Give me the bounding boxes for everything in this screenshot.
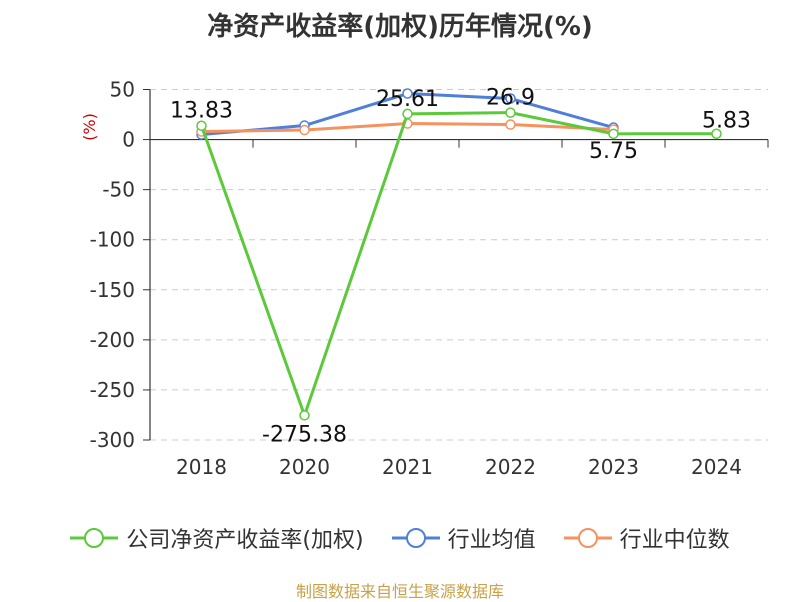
legend-swatch-icon: [70, 528, 119, 548]
y-tick-label: 50: [110, 78, 135, 102]
data-label: -275.38: [262, 422, 347, 447]
x-tick-label: 2024: [691, 455, 742, 479]
legend-item-industry_avg[interactable]: 行业均值: [391, 522, 536, 554]
x-tick-label: 2023: [588, 455, 639, 479]
legend-label: 公司净资产收益率(加权): [126, 528, 364, 553]
legend-item-industry_median[interactable]: 行业中位数: [563, 522, 730, 554]
y-tick-label: -100: [90, 228, 135, 252]
grid-lines: [150, 89, 768, 441]
legend: 公司净资产收益率(加权) 行业均值 行业中位数: [0, 518, 800, 558]
x-tick-label: 2021: [382, 455, 433, 479]
y-axis-unit: (%): [80, 113, 99, 141]
data-labels: 13.83 -275.38 25.61 26.9 5.75 5.83: [170, 86, 751, 448]
data-label: 26.9: [486, 86, 535, 111]
point-company-2023: [608, 128, 619, 140]
y-tick-label: -50: [102, 178, 135, 202]
legend-swatch-icon: [391, 528, 440, 548]
chart-title: 净资产收益率(加权)历年情况(%): [207, 12, 593, 42]
series-lines: [196, 88, 722, 421]
point-industry_avg-2021: [402, 88, 413, 99]
legend-item-company[interactable]: 公司净资产收益率(加权): [70, 522, 364, 554]
legend-label: 行业均值: [447, 528, 536, 553]
y-tick-label: 0: [122, 128, 135, 152]
point-company-2021: [402, 108, 413, 120]
point-industry_avg-2022: [505, 93, 516, 104]
x-tick-label: 2022: [485, 455, 536, 479]
data-label: 5.75: [589, 139, 638, 164]
point-company-2018: [196, 120, 207, 131]
axes: 50 0 -50 -100 -150 -200 -250 -300 2018 2020 2021 20…: [80, 78, 769, 479]
y-tick-label: -300: [90, 428, 135, 452]
source-note: 制图数据来自恒生聚源数据库: [295, 582, 504, 601]
point-company-2020: [299, 410, 310, 421]
data-label: 13.83: [170, 99, 233, 124]
point-company-2024: [711, 128, 722, 139]
y-tick-label: -150: [90, 278, 135, 302]
data-label: 25.61: [376, 87, 439, 112]
y-tick-label: -250: [90, 378, 135, 402]
legend-swatch-icon: [563, 528, 612, 548]
y-tick-label: -200: [90, 328, 135, 352]
point-industry_median-2020: [299, 124, 310, 136]
series-line-company: [200, 111, 717, 417]
data-label: 5.83: [702, 109, 751, 134]
x-tick-label: 2020: [279, 455, 330, 479]
point-company-2022: [505, 107, 516, 118]
legend-label: 行业中位数: [619, 528, 730, 553]
point-industry_median-2022: [505, 119, 516, 130]
x-tick-label: 2018: [176, 455, 227, 479]
